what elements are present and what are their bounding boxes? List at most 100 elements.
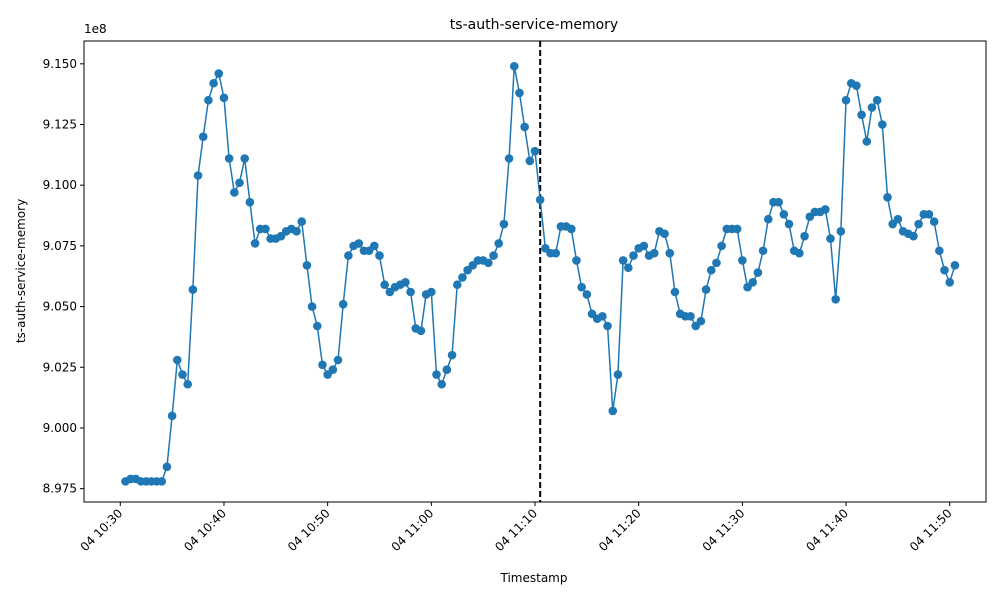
data-point [178,370,187,379]
data-point [427,287,436,297]
data-point [841,95,851,105]
data-point [297,217,307,226]
data-point [333,355,343,365]
y-axis: 8.975 9.000 9.025 9.050 9.075 9.100 9.125 9.150 [43,57,84,496]
data-point [219,93,229,103]
data-point [572,256,581,265]
data-point [504,154,514,163]
data-point [624,263,633,273]
data-point [437,379,446,389]
data-point [779,210,789,219]
data-point [530,146,540,156]
data-point [162,462,172,472]
y-axis-label: ts-auth-service-memory [14,199,28,343]
data-point [401,278,410,287]
chart-title: ts-auth-service-memory [450,17,618,33]
data-point [800,231,809,241]
data-point [235,178,244,188]
data-point [598,311,607,321]
data-point [406,287,415,297]
data-point [639,241,649,251]
data-point [603,321,612,331]
data-point [629,251,638,260]
data-point [950,261,960,270]
data-point [458,273,467,282]
data-point [748,278,758,287]
data-point [872,95,882,105]
data-point [535,195,545,205]
data-point [935,246,944,256]
data-point [608,406,618,416]
data-point [618,256,628,265]
data-point [167,411,177,421]
y-tick-label: 9.100 [43,178,77,192]
y-tick-label: 9.050 [43,300,77,314]
data-point [204,95,213,105]
data-point [893,214,903,224]
data-point [245,197,255,207]
data-point [784,219,794,229]
data-point [696,316,706,326]
data-point [852,81,861,90]
y-offset-label: 1e8 [84,22,107,36]
data-point [763,214,773,224]
data-point [717,241,726,251]
data-point [701,285,711,294]
data-point [188,285,198,294]
y-tick-label: 9.025 [43,360,77,374]
y-tick-label: 9.150 [43,57,77,71]
data-point [261,224,270,234]
data-point [738,256,747,265]
data-point [375,251,384,260]
data-point [318,360,327,370]
data-point [577,282,586,292]
data-point [613,370,623,379]
data-point [292,227,301,236]
data-point [686,311,695,321]
data-point [416,326,426,336]
data-point [862,137,872,146]
plot-frame [83,40,987,503]
data-point [940,265,949,275]
data-point [484,258,493,268]
x-axis-label: Timestamp [500,571,568,585]
y-tick-label: 9.075 [43,239,77,253]
data-point [307,302,317,311]
data-point [489,251,498,260]
data-point [499,219,509,229]
data-point [566,224,576,234]
data-point [670,287,680,297]
data-point [157,477,167,486]
data-point [878,120,887,129]
data-point [312,321,322,331]
series-layer [121,61,960,486]
data-point [442,365,452,375]
data-point [732,224,742,234]
data-point [821,205,830,214]
data-point [857,110,866,120]
y-tick-label: 8.975 [43,482,77,496]
data-point [945,278,955,287]
data-point [867,103,877,112]
data-point [883,193,892,202]
data-point [183,379,192,389]
data-point [328,365,338,375]
data-point [193,171,203,180]
data-point [836,227,846,236]
data-point [515,88,524,98]
data-point [774,197,783,207]
data-point [198,132,208,141]
data-point [452,280,462,290]
data-point [582,290,592,299]
data-point [831,295,840,304]
data-point [826,234,835,243]
data-point [520,122,529,132]
data-point [795,248,804,258]
y-tick-label: 9.000 [43,421,77,435]
data-point [224,154,234,163]
data-point [551,248,561,258]
data-point [250,239,260,248]
data-point [660,229,669,239]
